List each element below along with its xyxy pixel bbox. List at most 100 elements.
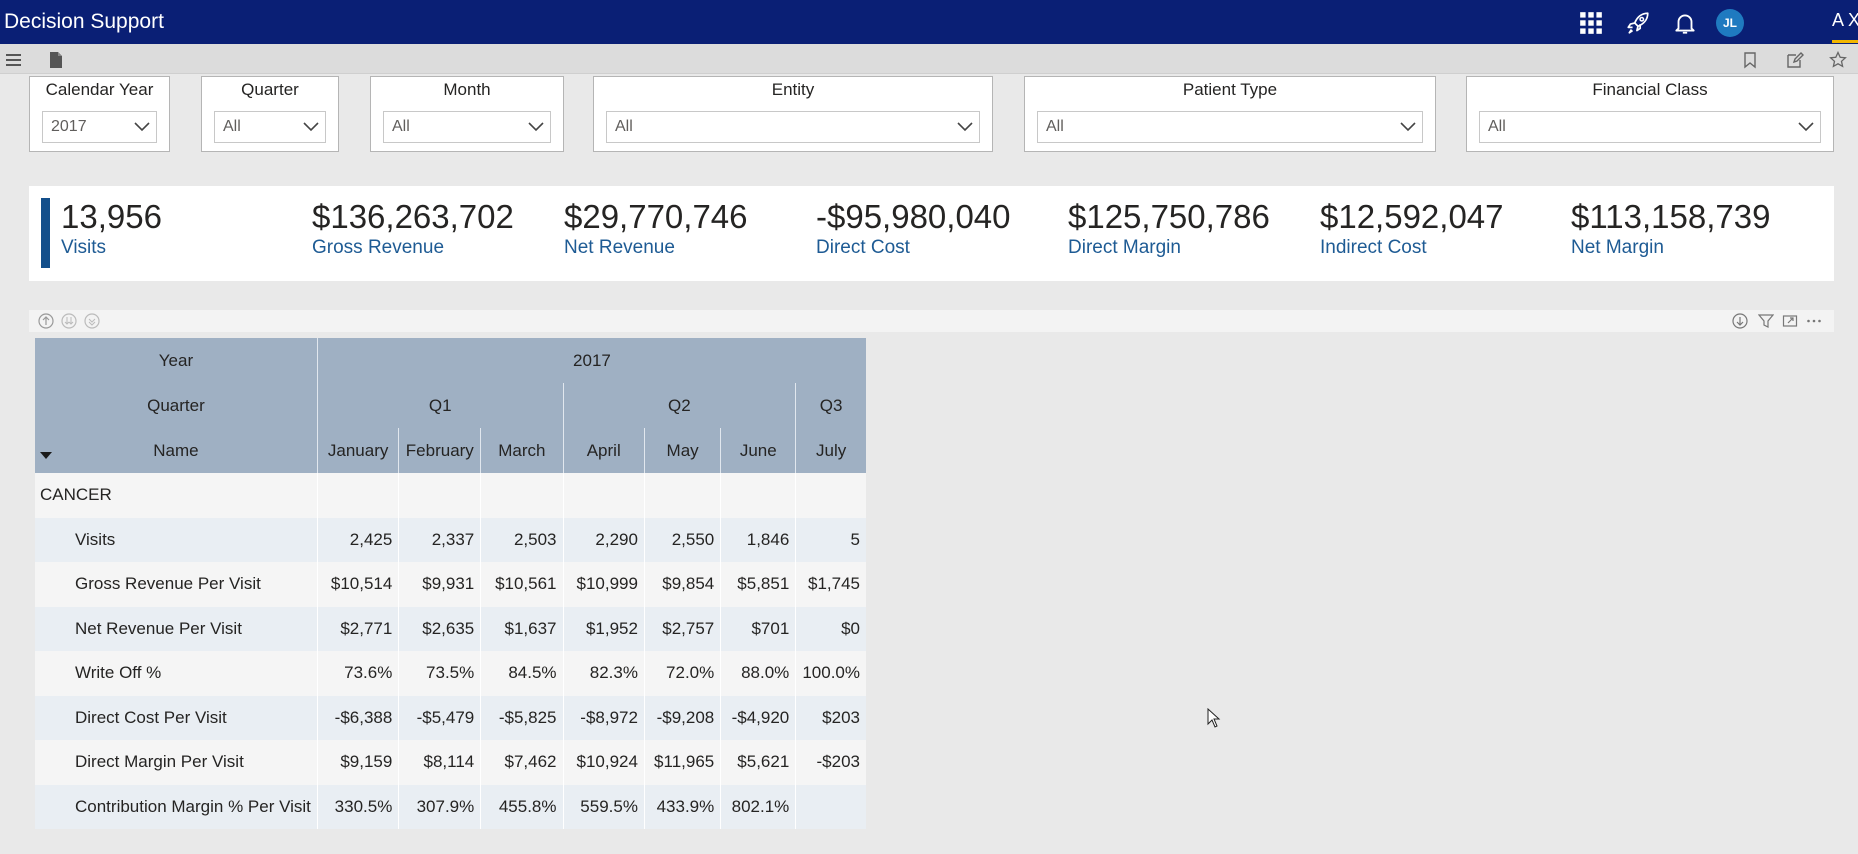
cell-value: $2,635	[398, 606, 481, 651]
cell-value: 330.5%	[316, 784, 399, 829]
cell-value: 433.9%	[643, 784, 721, 829]
header-row-month: Name January February March April May Ju…	[35, 428, 866, 473]
cell-value: $5,621	[720, 740, 796, 785]
quarter-dropdown[interactable]: All	[214, 111, 326, 143]
slicer-patient-type: Patient Type All	[1024, 76, 1436, 152]
calendar-year-dropdown[interactable]: 2017	[42, 111, 157, 143]
header-row-quarter: Quarter Q1 Q2 Q3	[35, 383, 866, 428]
month-column-header[interactable]: February	[398, 428, 481, 473]
month-column-header[interactable]: June	[720, 428, 796, 473]
name-row-header[interactable]: Name	[35, 428, 318, 473]
slicer-calendar-year: Calendar Year 2017	[29, 76, 170, 152]
cell-value: 802.1%	[720, 784, 796, 829]
slicer-label: Calendar Year	[45, 80, 154, 99]
cell-value: $9,159	[316, 740, 399, 785]
table-row[interactable]: Direct Cost Per Visit -$6,388 -$5,479 -$…	[35, 695, 866, 740]
cell-value: 2,503	[480, 517, 564, 562]
year-column-header[interactable]: 2017	[316, 338, 866, 383]
cell-value: $1,637	[480, 606, 564, 651]
month-column-header[interactable]: March	[480, 428, 564, 473]
quarter-row-header: Quarter	[35, 383, 318, 428]
month-column-header[interactable]: May	[643, 428, 721, 473]
chevron-down-icon	[528, 122, 544, 132]
slicer-month: Month All	[370, 76, 564, 152]
cell-value: 84.5%	[480, 651, 564, 696]
table-row[interactable]: Visits 2,425 2,337 2,503 2,290 2,550 1,8…	[35, 517, 866, 562]
patient-type-dropdown[interactable]: All	[1037, 111, 1423, 143]
metric-name: Contribution Margin % Per Visit	[35, 784, 318, 829]
cell-value: -$6,388	[316, 695, 399, 740]
financial-class-dropdown[interactable]: All	[1479, 111, 1821, 143]
corner-label[interactable]: A X	[1832, 10, 1858, 30]
kpi-label: Net Margin	[1571, 237, 1664, 258]
metric-name: Visits	[35, 517, 318, 562]
month-column-header[interactable]: April	[562, 428, 645, 473]
focus-mode-icon[interactable]	[1782, 313, 1798, 329]
slicer-label: Patient Type	[1182, 80, 1278, 99]
cell-value: 2,425	[316, 517, 399, 562]
quarter-column-header[interactable]: Q3	[795, 383, 866, 428]
rocket-icon[interactable]	[1625, 10, 1651, 36]
cell-value: -$9,208	[643, 695, 721, 740]
more-options-icon[interactable]	[1806, 313, 1822, 329]
cell-value: 2,290	[562, 517, 645, 562]
cell-value: $2,771	[316, 606, 399, 651]
entity-dropdown[interactable]: All	[606, 111, 980, 143]
kpi-card: 13,956 Visits $136,263,702 Gross Revenue…	[29, 186, 1834, 281]
expand-next-level-icon[interactable]	[61, 313, 77, 329]
cell-value: 559.5%	[562, 784, 645, 829]
cell-value: $1,952	[562, 606, 645, 651]
slicer-label: Entity	[771, 80, 815, 99]
quarter-column-header[interactable]: Q2	[562, 383, 796, 428]
kpi-value: 13,956	[61, 198, 162, 235]
expand-all-icon[interactable]	[84, 313, 100, 329]
kpi-direct-margin: $125,750,786 Direct Margin	[1068, 198, 1270, 259]
bookmark-icon[interactable]	[1741, 51, 1759, 69]
kpi-label: Gross Revenue	[312, 237, 445, 258]
metric-name: Net Revenue Per Visit	[35, 606, 318, 651]
table-row[interactable]: Net Revenue Per Visit $2,771 $2,635 $1,6…	[35, 606, 866, 651]
star-icon[interactable]	[1829, 51, 1847, 69]
cell-value: $9,854	[643, 562, 721, 607]
user-avatar[interactable]: JL	[1716, 9, 1744, 37]
mouse-cursor-icon	[1207, 708, 1221, 728]
cell-value: $11,965	[643, 740, 721, 785]
hamburger-icon[interactable]	[5, 51, 23, 69]
category-row[interactable]: CANCER	[35, 473, 866, 518]
quarter-column-header[interactable]: Q1	[316, 383, 564, 428]
cell-value: -$5,825	[480, 695, 564, 740]
app-title: Decision Support	[4, 10, 164, 33]
drill-up-icon[interactable]	[38, 313, 54, 329]
month-column-header[interactable]: January	[316, 428, 399, 473]
kpi-accent-bar	[41, 198, 50, 268]
table-row[interactable]: Contribution Margin % Per Visit 330.5% 3…	[35, 784, 866, 829]
metric-name: Gross Revenue Per Visit	[35, 562, 318, 607]
kpi-value: $125,750,786	[1068, 198, 1270, 235]
drill-down-icon[interactable]	[1732, 313, 1748, 329]
slicer-label: Financial Class	[1592, 80, 1708, 99]
cell-value: 455.8%	[480, 784, 564, 829]
table-row[interactable]: Direct Margin Per Visit $9,159 $8,114 $7…	[35, 740, 866, 785]
cell-value: 72.0%	[643, 651, 721, 696]
kpi-visits: 13,956 Visits	[61, 198, 162, 259]
bell-icon[interactable]	[1672, 10, 1698, 36]
month-dropdown[interactable]: All	[383, 111, 551, 143]
slicer-entity: Entity All	[593, 76, 993, 152]
cell-value: $10,924	[562, 740, 645, 785]
edit-icon[interactable]	[1786, 51, 1804, 69]
filter-icon[interactable]	[1758, 313, 1774, 329]
cell-value: $10,999	[562, 562, 645, 607]
month-column-header[interactable]: July	[795, 428, 866, 473]
cell-value: 82.3%	[562, 651, 645, 696]
kpi-label: Direct Cost	[816, 237, 910, 258]
table-row[interactable]: Gross Revenue Per Visit $10,514 $9,931 $…	[35, 562, 866, 607]
table-row[interactable]: Write Off % 73.6% 73.5% 84.5% 82.3% 72.0…	[35, 651, 866, 696]
chevron-down-icon	[1400, 122, 1416, 132]
sort-descending-icon[interactable]	[40, 452, 52, 459]
cell-value: 2,337	[398, 517, 481, 562]
apps-grid-icon[interactable]	[1578, 10, 1604, 36]
kpi-value: $136,263,702	[312, 198, 514, 235]
cell-value: 307.9%	[398, 784, 481, 829]
cell-value	[795, 784, 866, 829]
document-icon[interactable]	[47, 51, 65, 69]
